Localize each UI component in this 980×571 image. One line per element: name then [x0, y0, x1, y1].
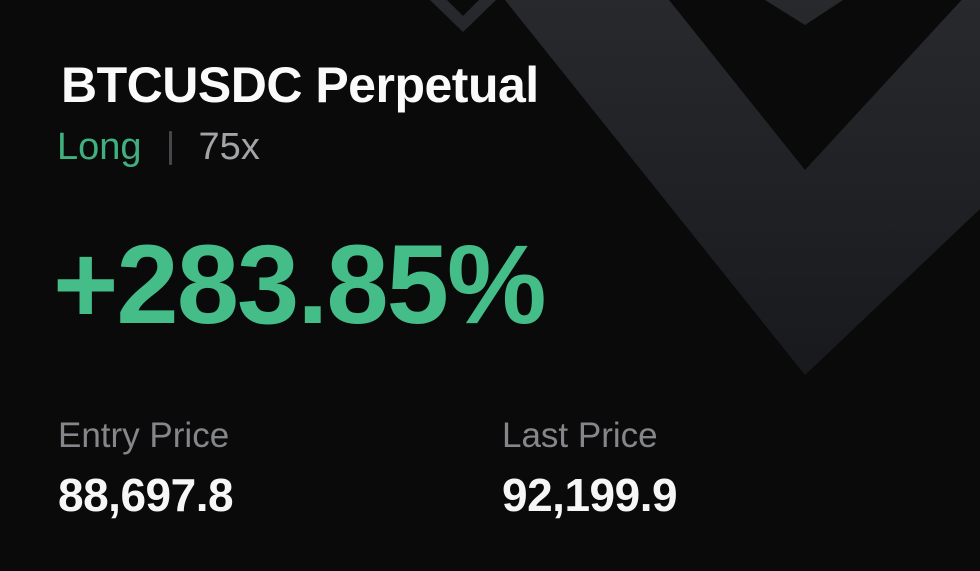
- position-meta-row: Long 75x: [57, 126, 260, 170]
- symbol-title: BTCUSDC Perpetual: [61, 57, 539, 113]
- leverage-label: 75x: [198, 126, 260, 168]
- left-chevron-notch-shape: [447, 0, 479, 16]
- entry-price-block: Entry Price 88,697.8: [58, 415, 234, 521]
- divider-bar: [168, 130, 172, 165]
- position-side-label: Long: [57, 126, 142, 168]
- entry-price-label: Entry Price: [58, 416, 230, 455]
- large-chevron-shape: [505, 0, 980, 375]
- last-price-label: Last Price: [502, 416, 658, 455]
- upper-chevron-tip-shape: [765, 0, 843, 25]
- last-price-value: 92,199.9: [502, 469, 678, 521]
- entry-price-value: 88,697.8: [58, 469, 234, 521]
- pnl-percent-value: +283.85%: [53, 222, 547, 347]
- last-price-block: Last Price 92,199.9: [502, 415, 678, 521]
